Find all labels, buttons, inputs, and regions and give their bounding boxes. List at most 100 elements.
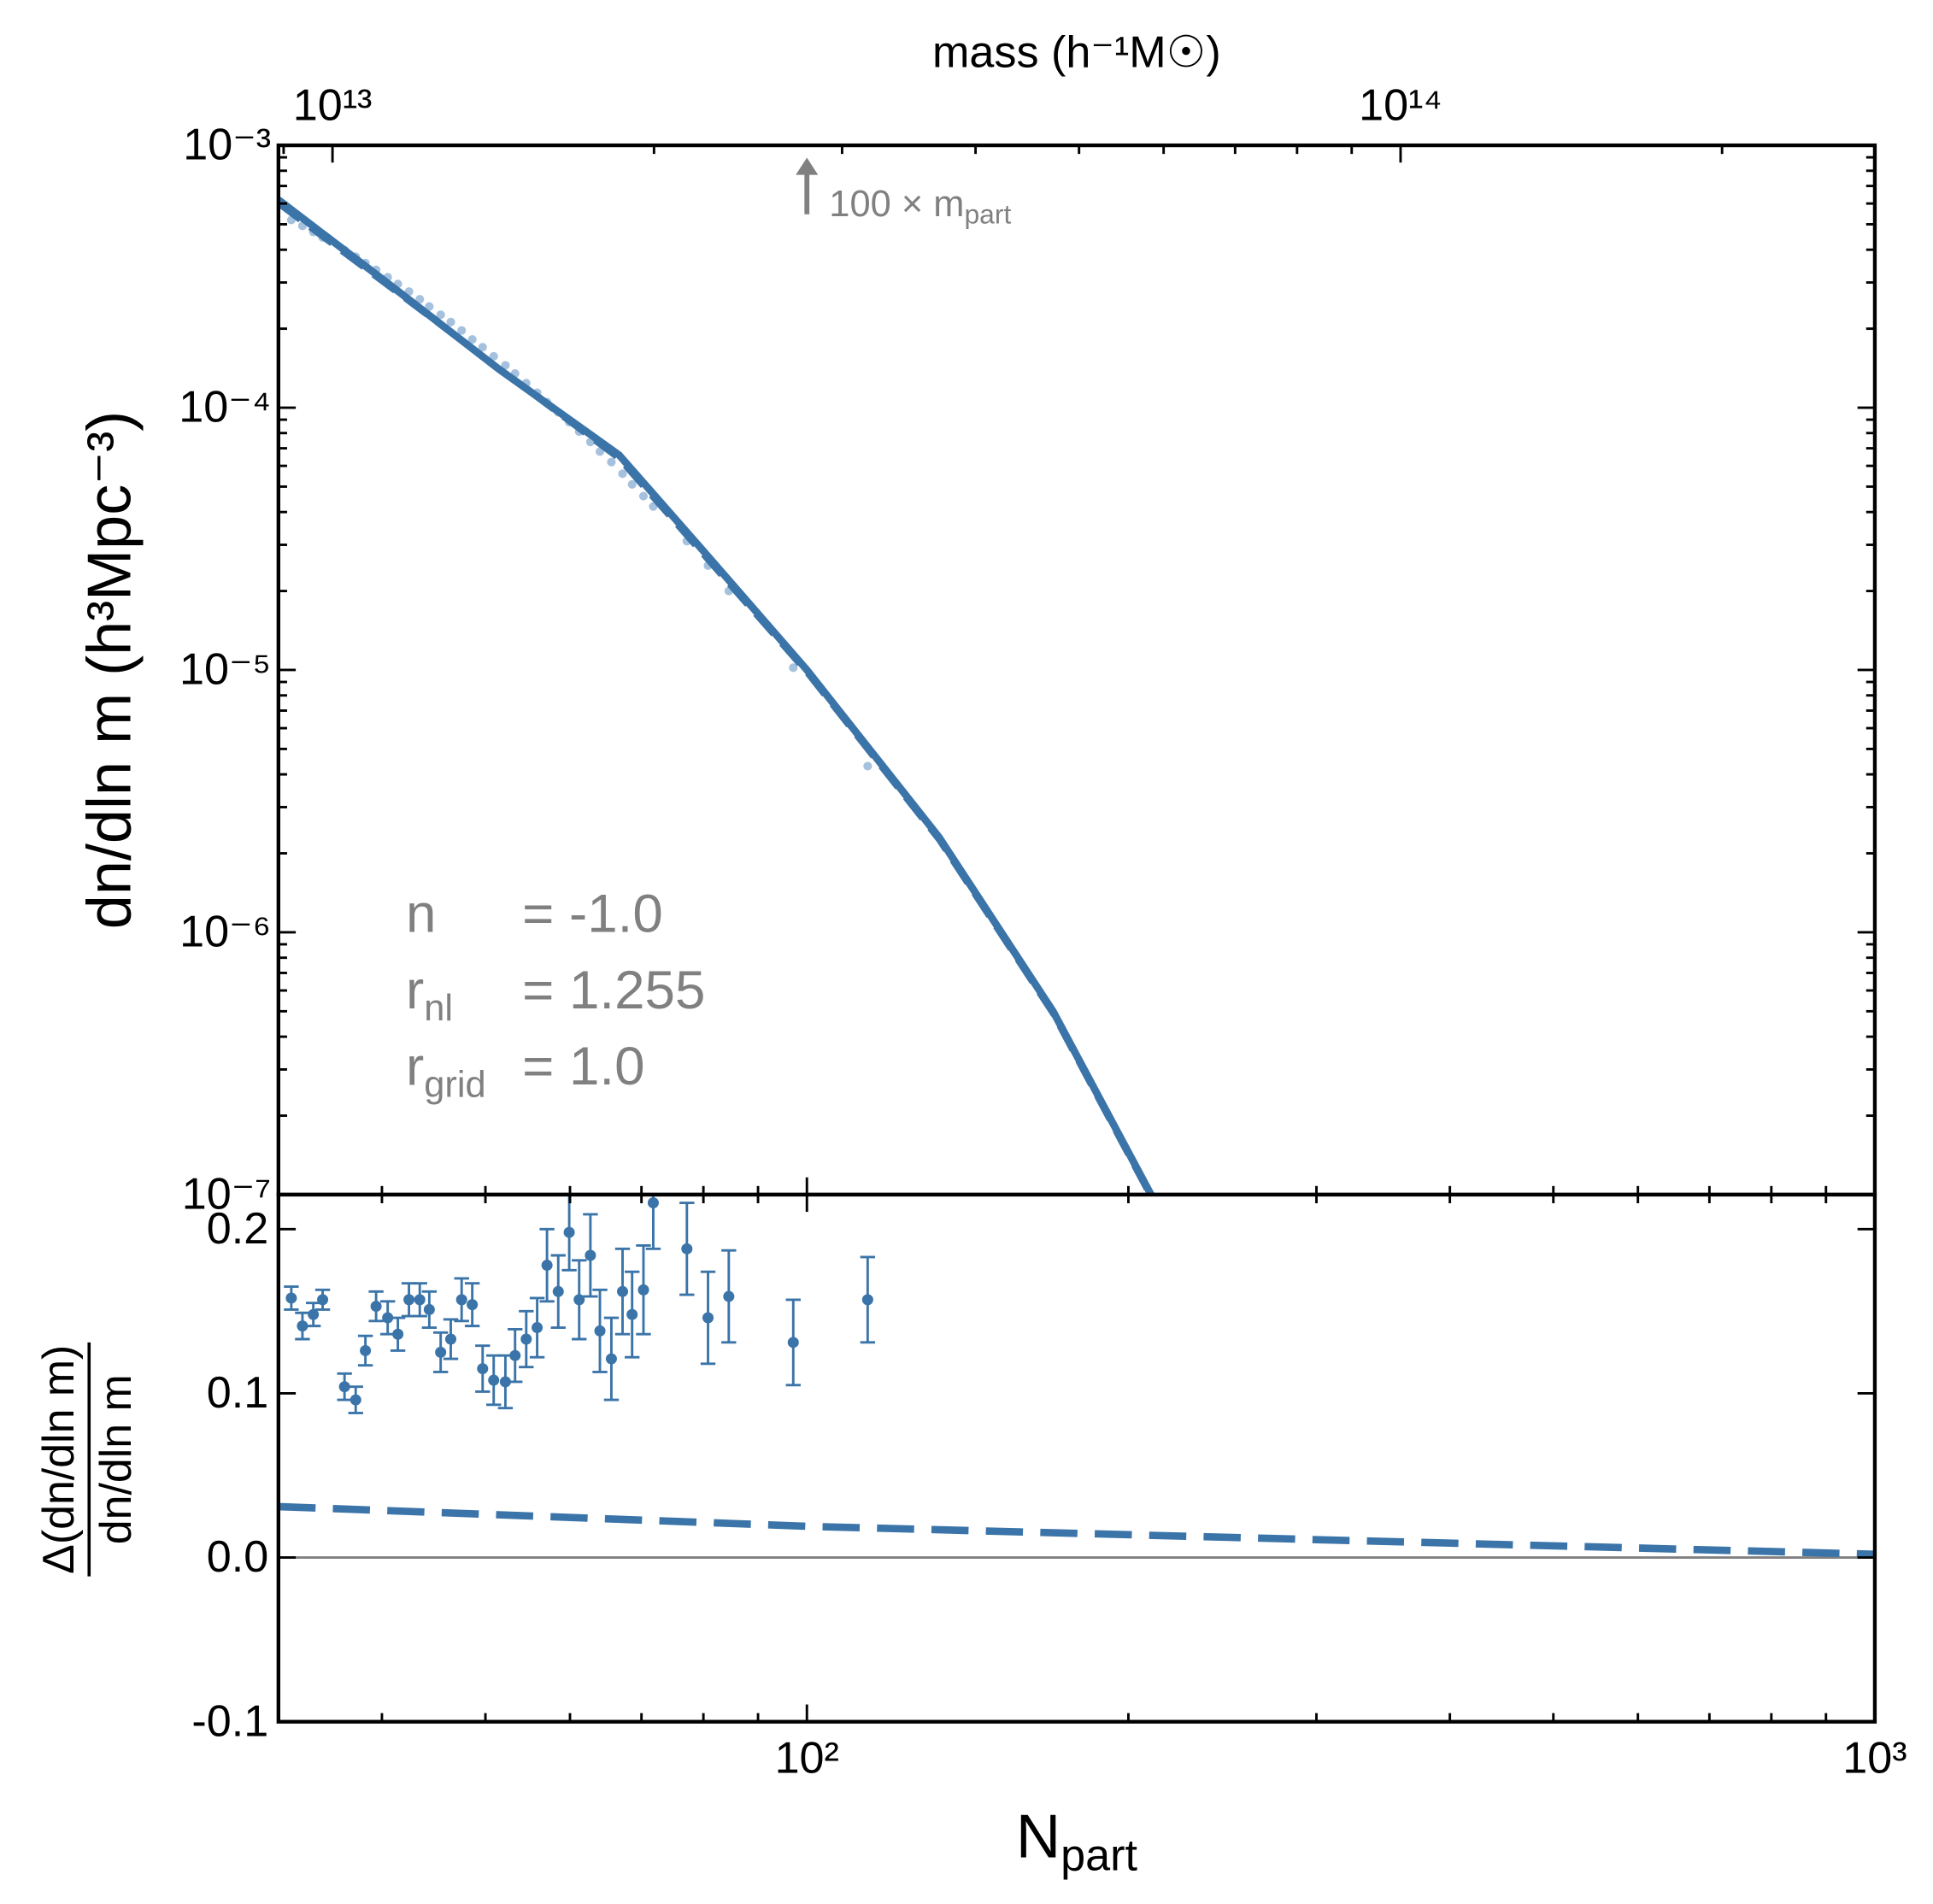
error-point <box>432 1331 449 1373</box>
dashed-line <box>278 1502 1875 1559</box>
data-point <box>681 1243 693 1255</box>
data-point <box>637 1284 649 1296</box>
x-axis-label: Npart <box>1016 1803 1138 1881</box>
error-point <box>721 1249 737 1344</box>
error-point <box>636 1244 651 1336</box>
error-point <box>550 1254 566 1329</box>
data-point <box>308 1308 320 1320</box>
data-point <box>444 1333 457 1345</box>
data-point <box>532 1322 543 1334</box>
data-point <box>338 1381 350 1393</box>
data-point <box>392 1328 404 1340</box>
data-point <box>605 1353 617 1365</box>
data-point <box>360 1344 372 1356</box>
y-tick-label: 10⁻⁴ <box>179 383 271 432</box>
data-point <box>863 761 872 771</box>
error-point <box>625 1270 640 1359</box>
error-point <box>295 1311 310 1341</box>
error-point <box>572 1259 587 1341</box>
y-axis-label: Δ(dn/dln m) dn/dln m <box>34 1342 141 1577</box>
data-point <box>627 479 637 489</box>
y-tick-label: 10⁻⁷ <box>182 1170 271 1219</box>
error-point <box>390 1316 406 1352</box>
error-point <box>412 1282 427 1318</box>
data-point <box>414 1294 426 1306</box>
error-point <box>475 1344 491 1393</box>
data-point <box>647 1197 659 1208</box>
top-frame <box>276 143 1877 1197</box>
error-point <box>443 1318 459 1360</box>
error-point <box>583 1213 598 1298</box>
data-point <box>607 457 616 467</box>
data-point <box>626 1308 638 1320</box>
error-point <box>305 1302 321 1328</box>
y-label-denominator: dn/dln m <box>91 1374 141 1544</box>
error-point <box>700 1270 716 1366</box>
error-point <box>592 1288 608 1373</box>
error-point <box>368 1290 384 1323</box>
annotation-value: = 1.255 <box>522 960 705 1020</box>
x2-tick-label: 10¹⁴ <box>1359 81 1442 131</box>
annotation-subscript: nl <box>424 989 453 1030</box>
data-point <box>552 1285 564 1297</box>
x2-tick-label: 10¹³ <box>293 81 373 131</box>
y-tick-label: 0.0 <box>207 1532 268 1582</box>
y-tick-label: 0.2 <box>207 1204 268 1254</box>
data-point <box>297 1320 308 1332</box>
error-point <box>785 1298 801 1387</box>
data-point <box>501 361 510 370</box>
arrow-label: 100 × mpart <box>829 185 1011 230</box>
data-point <box>702 1312 714 1324</box>
data-point <box>423 1303 435 1315</box>
data-point <box>594 1325 606 1337</box>
error-point <box>561 1194 577 1272</box>
data-point <box>478 343 487 352</box>
error-point <box>284 1285 299 1311</box>
error-point <box>603 1316 620 1402</box>
y-tick-label: -0.1 <box>191 1696 268 1746</box>
bottom-plot-area <box>278 1194 1875 1560</box>
data-point <box>861 1294 873 1306</box>
data-point <box>415 295 425 304</box>
error-point <box>519 1309 534 1369</box>
y-axis-label: dn/dln m (h³Mpc⁻³) <box>75 411 144 930</box>
error-point <box>508 1328 523 1384</box>
model-line <box>278 197 1155 1195</box>
annotation-symbol: rgrid <box>406 1036 486 1106</box>
data-point <box>446 317 455 326</box>
x-tick-label: 10² <box>775 1734 839 1784</box>
data-point <box>425 302 434 311</box>
y-tick-label: 0.1 <box>207 1368 268 1418</box>
data-point <box>509 1349 521 1361</box>
annotation-symbol-text: r <box>406 960 424 1020</box>
data-point <box>499 1376 511 1388</box>
annotation-subscript: grid <box>424 1065 485 1106</box>
data-point <box>563 1226 575 1238</box>
data-point <box>436 310 445 320</box>
data-point <box>541 1260 553 1272</box>
data-point <box>350 1394 361 1406</box>
data-point <box>477 1363 489 1375</box>
data-point <box>382 1312 394 1324</box>
error-point <box>614 1247 631 1336</box>
annotation-value: = -1.0 <box>522 884 663 944</box>
error-point <box>486 1354 502 1407</box>
data-point <box>467 335 477 344</box>
error-point <box>539 1227 555 1303</box>
y-tick-label: 10⁻³ <box>183 120 271 170</box>
data-point <box>618 469 627 479</box>
error-point <box>645 1194 661 1250</box>
x-tick-label: 10³ <box>1842 1734 1907 1784</box>
annotation-symbol-text: r <box>406 1036 424 1096</box>
arrow-label-sub: part <box>964 199 1011 230</box>
x2-axis-label: mass (h⁻¹M☉) <box>932 28 1221 78</box>
data-point <box>638 491 649 501</box>
data-point <box>455 1294 467 1306</box>
y-tick-label: 10⁻⁶ <box>179 908 271 957</box>
data-point <box>370 1301 382 1313</box>
data-point <box>520 1333 532 1345</box>
data-point <box>787 1337 799 1349</box>
error-point <box>464 1282 480 1328</box>
data-point <box>616 1285 629 1297</box>
